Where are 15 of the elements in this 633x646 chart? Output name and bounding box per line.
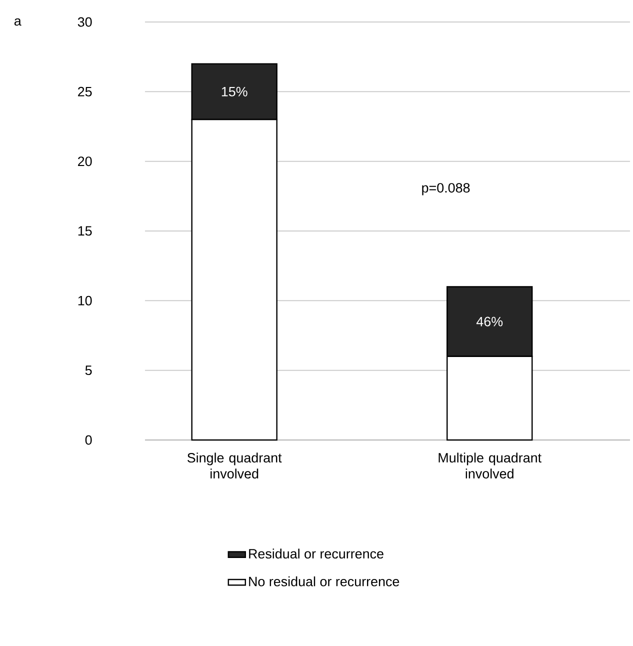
y-tick-label: 15: [78, 226, 92, 236]
annotation: 15%: [222, 86, 248, 96]
y-tick-label: 20: [78, 156, 92, 166]
x-tick-label: Multiple quadrant involved: [438, 452, 542, 478]
y-tick-label: 30: [78, 17, 92, 27]
y-tick-label: 0: [85, 435, 92, 445]
x-tick-label: Single quadrant involved: [187, 452, 282, 478]
legend-label: No residual or recurrence: [249, 576, 400, 586]
annotation: 46%: [476, 316, 503, 326]
annotation: p=0.088: [422, 183, 470, 196]
y-tick-label: 25: [78, 86, 92, 96]
y-tick-label: 5: [85, 366, 92, 376]
legend-label: Residual or recurrence: [249, 548, 384, 559]
text: a: [14, 18, 22, 26]
y-tick-label: 10: [78, 296, 92, 306]
